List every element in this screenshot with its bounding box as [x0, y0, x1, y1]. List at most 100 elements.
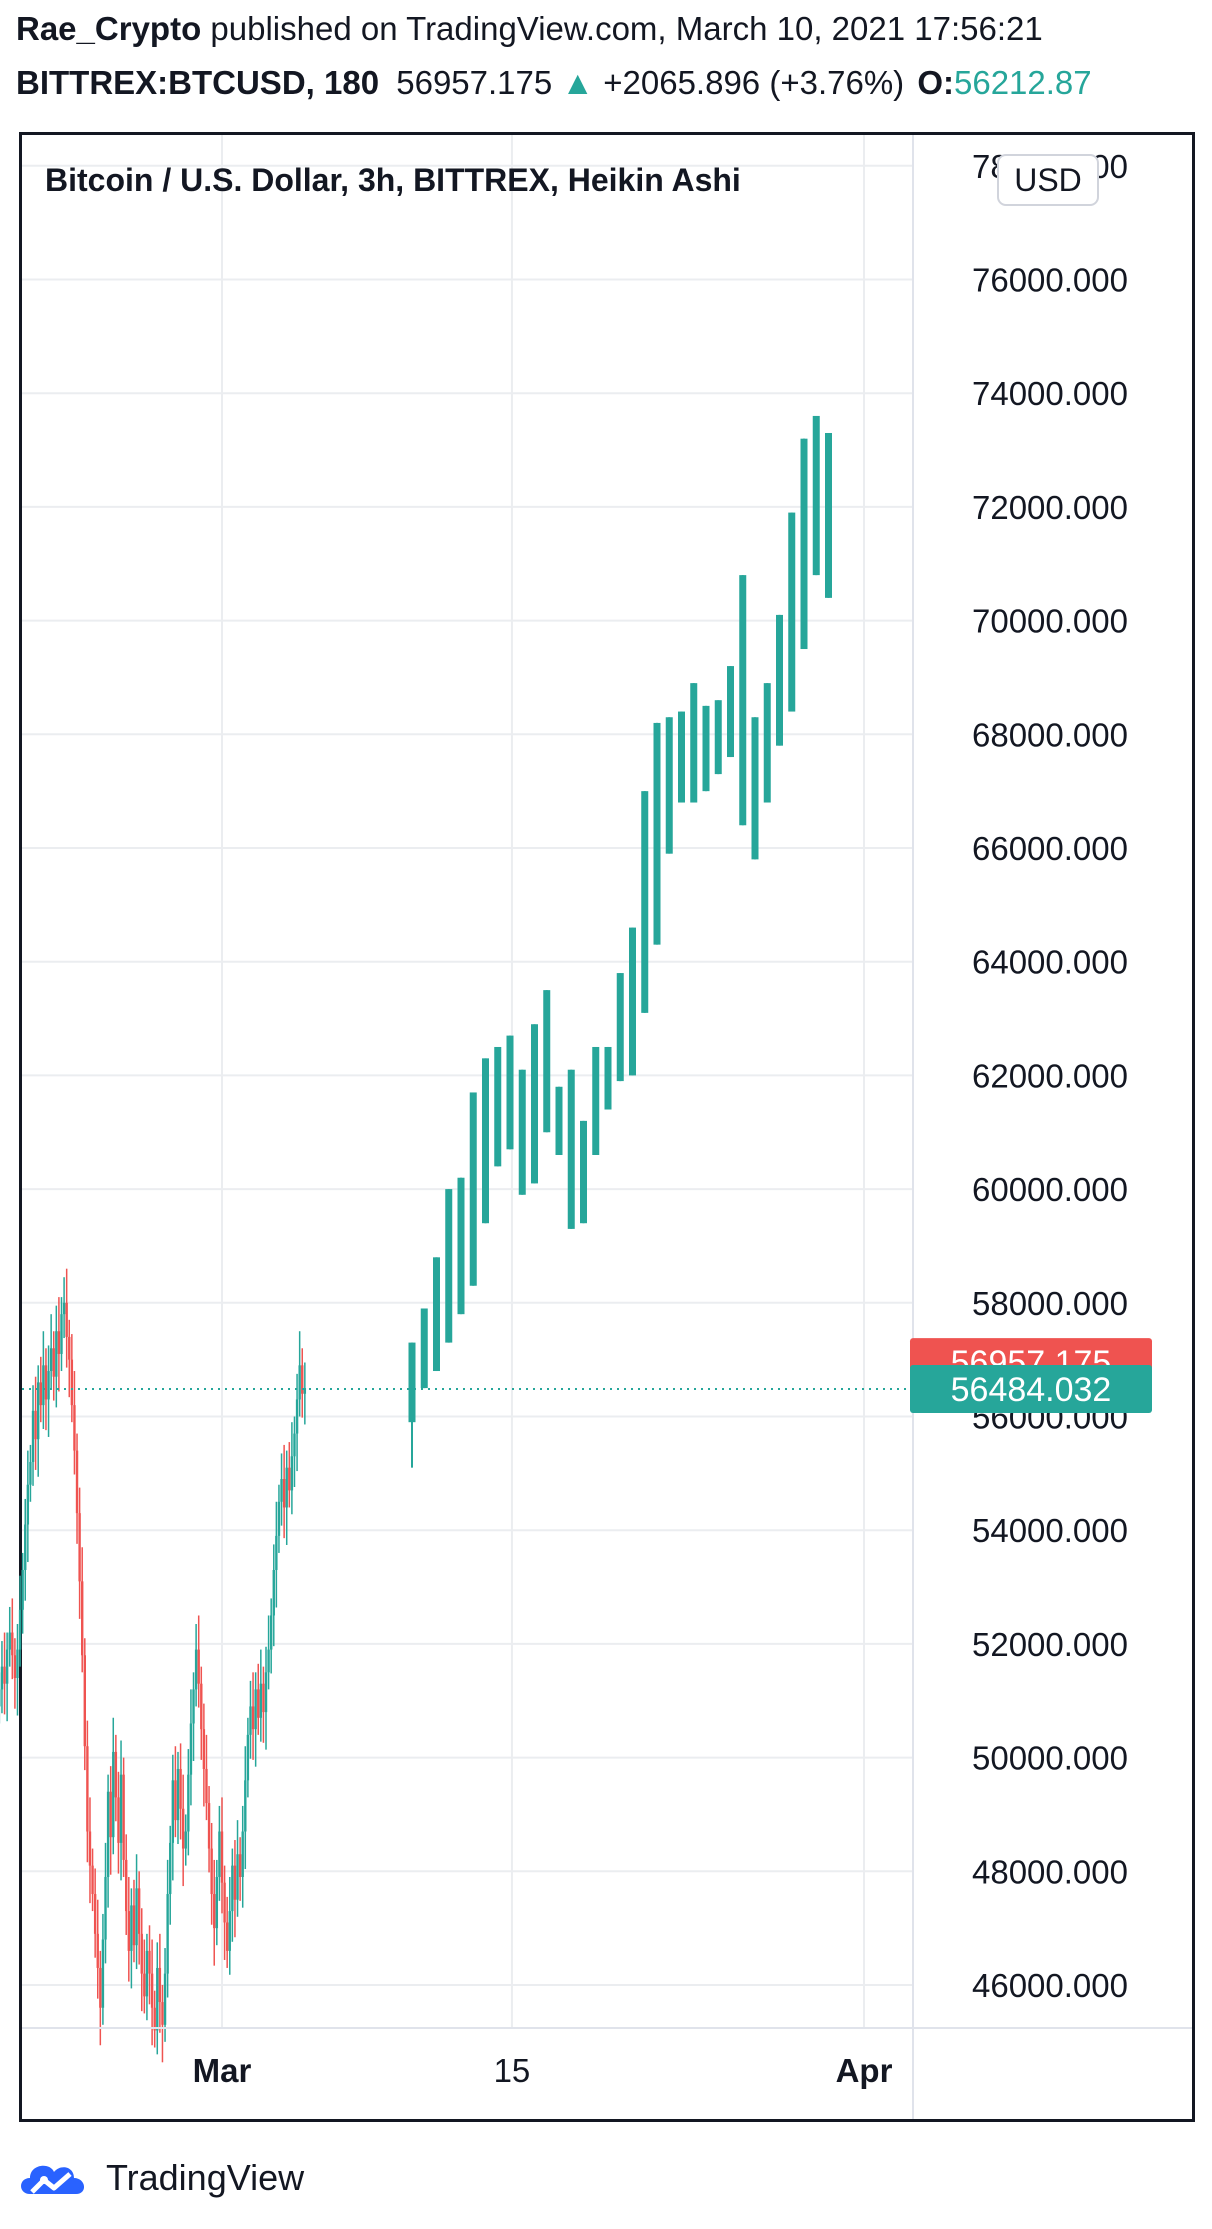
- candle-body: [0, 1666, 4, 1690]
- candle-body: [104, 1876, 107, 1940]
- candle-body: [231, 1865, 234, 1912]
- price-tick-label: 66000.000: [972, 830, 1128, 867]
- candle-body: [301, 1365, 304, 1394]
- candle-body: [34, 1410, 37, 1440]
- price-tick-label: 70000.000: [972, 603, 1128, 640]
- candle-body: [166, 1894, 169, 1974]
- candle-body: [163, 1973, 167, 2025]
- candle-body: [176, 1768, 180, 1821]
- candle-body: [567, 1069, 575, 1229]
- price-change: +2065.896 (+3.76%): [603, 64, 905, 101]
- candle-body: [482, 1058, 489, 1224]
- candle-body: [39, 1382, 42, 1406]
- price-tick-label: 46000.000: [972, 1967, 1128, 2004]
- candle-body: [653, 722, 661, 945]
- candle-body: [135, 1888, 138, 1946]
- candle-body: [812, 415, 820, 576]
- candle-body: [109, 1791, 112, 1838]
- published-text: published on TradingView.com, March 10, …: [210, 10, 1043, 47]
- candle-body: [96, 1933, 99, 1968]
- candle-body: [3, 1666, 6, 1684]
- candle-body: [282, 1479, 286, 1508]
- candle-body: [288, 1467, 291, 1491]
- candle-body: [408, 1342, 416, 1423]
- candle-body: [132, 1905, 136, 1946]
- chart-grid: [22, 135, 913, 2028]
- candle-body: [101, 1939, 105, 2008]
- candle-body: [60, 1314, 63, 1354]
- candle-body: [114, 1751, 118, 1798]
- last-price-value: 56957.175: [396, 64, 553, 101]
- candle-body: [122, 1774, 125, 1860]
- candle-body: [616, 973, 624, 1082]
- candle-body: [272, 1569, 275, 1616]
- candle-body: [70, 1359, 74, 1406]
- candle-body: [42, 1365, 45, 1406]
- candle-body: [36, 1382, 40, 1440]
- candle-body: [714, 700, 722, 775]
- candle-body: [213, 1894, 216, 1929]
- candle-body: [181, 1808, 185, 1849]
- publish-info: Rae_Crypto published on TradingView.com,…: [16, 10, 1043, 48]
- tradingview-logo[interactable]: TradingView: [16, 2150, 304, 2206]
- candle-body: [192, 1689, 195, 1724]
- historical-candles: [0, 1268, 307, 2063]
- candle-body: [433, 1257, 440, 1372]
- candle-body: [739, 575, 747, 826]
- candle-body: [629, 927, 636, 1076]
- candle-body: [259, 1683, 263, 1718]
- candle-body: [31, 1410, 35, 1462]
- candle-body: [763, 683, 771, 803]
- candle-body: [11, 1632, 14, 1656]
- candle-body: [249, 1706, 252, 1735]
- candle-body: [125, 1859, 128, 1912]
- candle-body: [290, 1456, 294, 1491]
- candle-body: [150, 1973, 154, 2008]
- candle-body: [16, 1649, 19, 1679]
- candle-body: [62, 1302, 66, 1315]
- candle-body: [21, 1569, 24, 1610]
- candle-body: [187, 1774, 190, 1832]
- tradingview-cloud-icon: [21, 2165, 85, 2194]
- candle-body: [130, 1905, 133, 1951]
- author-name[interactable]: Rae_Crypto: [16, 10, 202, 47]
- candle-body: [93, 1894, 97, 1934]
- candle-body: [727, 666, 734, 758]
- heikin-ashi-candles: [408, 415, 832, 1468]
- candle-body: [233, 1865, 237, 1900]
- currency-button[interactable]: USD: [997, 154, 1099, 206]
- candle-body: [52, 1348, 55, 1377]
- candle-body: [26, 1484, 30, 1525]
- candle-body: [197, 1649, 200, 1684]
- candle-body: [225, 1922, 229, 1951]
- candle-body: [641, 791, 649, 1013]
- candle-body: [303, 1388, 307, 1394]
- candle-body: [91, 1865, 94, 1895]
- price-axis: 46000.000 48000.000 50000.000 52000.000 5400…: [972, 148, 1128, 2004]
- candle-body: [298, 1365, 301, 1400]
- candle-body: [469, 1092, 477, 1286]
- candle-body: [776, 614, 783, 746]
- candle-body: [236, 1854, 239, 1900]
- time-axis: Mar 15 Apr: [193, 2052, 893, 2089]
- candle-body: [220, 1831, 224, 1883]
- candle-body: [194, 1649, 198, 1690]
- candle-body: [184, 1831, 187, 1849]
- currency-button-label: USD: [1014, 162, 1082, 198]
- candle-body: [49, 1348, 53, 1372]
- candle-body: [99, 1967, 102, 2008]
- candle-body: [494, 1046, 502, 1167]
- candle-body: [75, 1450, 79, 1514]
- candle-body: [267, 1649, 270, 1673]
- candle-body: [117, 1797, 120, 1843]
- candle-body: [555, 1086, 563, 1155]
- candle-body: [420, 1308, 428, 1389]
- price-tick-label: 68000.000: [972, 716, 1128, 753]
- candle-body: [161, 2002, 164, 2025]
- candle-body: [153, 2007, 156, 2031]
- candle-body: [88, 1831, 92, 1866]
- candle-body: [29, 1461, 32, 1485]
- candle-body: [156, 1967, 159, 2031]
- price-tick-label: 48000.000: [972, 1853, 1128, 1890]
